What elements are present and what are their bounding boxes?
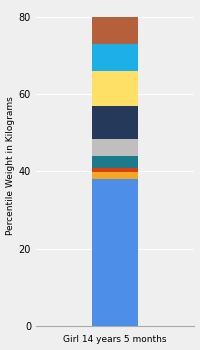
Bar: [92, 168, 138, 172]
Bar: [92, 17, 138, 44]
Y-axis label: Percentile Weight in Kilograms: Percentile Weight in Kilograms: [6, 96, 15, 235]
Bar: [92, 71, 138, 106]
Bar: [92, 156, 138, 168]
Bar: [92, 44, 138, 71]
Bar: [92, 172, 138, 179]
Bar: [92, 106, 138, 139]
Bar: [92, 139, 138, 156]
Bar: [92, 179, 138, 326]
